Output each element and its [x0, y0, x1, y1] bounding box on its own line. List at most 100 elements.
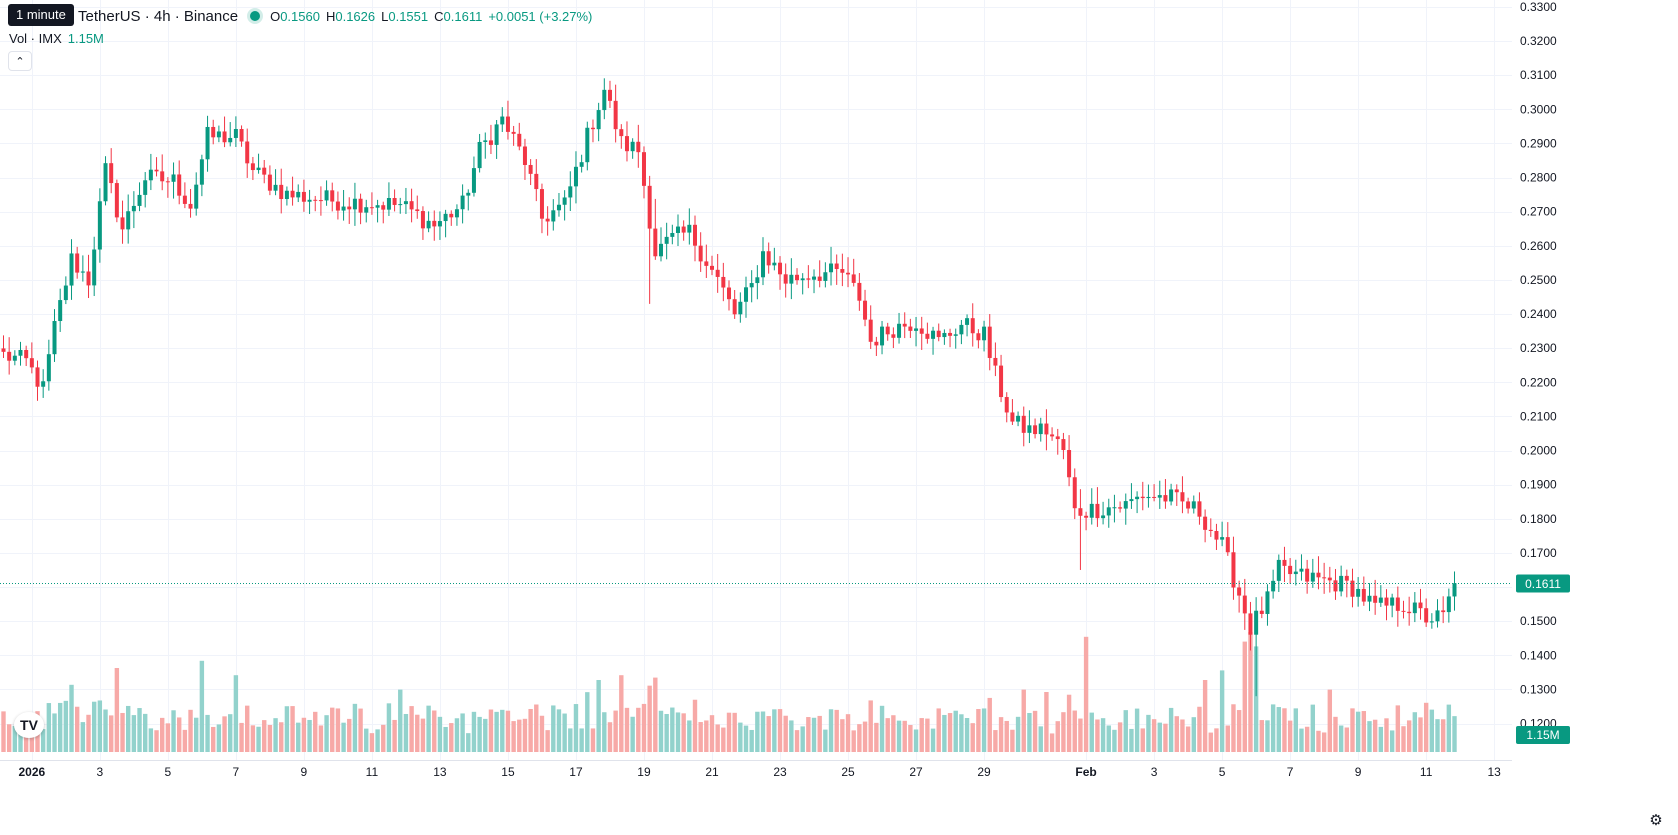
price-tick-label: 0.1400 — [1520, 648, 1557, 662]
candle-body — [556, 204, 561, 211]
price-axis-background — [1512, 0, 1678, 835]
gear-icon[interactable]: ⚙ — [1649, 812, 1663, 829]
candle-body — [415, 209, 420, 212]
volume-bar — [1259, 720, 1264, 752]
candle-body — [1435, 610, 1440, 622]
volume-bar — [1378, 726, 1384, 752]
volume-bar — [279, 722, 284, 752]
volume-bar — [216, 724, 222, 752]
candle-body — [1191, 501, 1196, 509]
candle-body — [1118, 507, 1123, 509]
candle-body — [1452, 583, 1457, 597]
tradingview-logo-icon[interactable]: TV — [14, 712, 44, 738]
candle-body — [528, 164, 533, 174]
volume-bar — [381, 724, 386, 752]
candle-body — [1214, 530, 1219, 540]
volume-bar — [1282, 708, 1287, 752]
volume-bar — [670, 707, 675, 752]
volume-bar — [330, 707, 335, 752]
volume-bar — [1066, 694, 1072, 752]
candle-body — [953, 334, 958, 336]
volume-bar — [1231, 704, 1236, 752]
candle-body — [1169, 489, 1174, 502]
candle-body — [494, 124, 499, 145]
candle-body — [568, 186, 573, 198]
candle-body — [386, 197, 391, 210]
candles — [1, 78, 1457, 697]
volume-bar — [1123, 710, 1128, 752]
candle-body — [1395, 597, 1400, 611]
candle-body — [517, 133, 522, 147]
candle-body — [596, 110, 601, 130]
candle-body — [1259, 610, 1264, 614]
volume-bar — [103, 709, 108, 752]
collapse-legend-button[interactable]: ⌃ — [8, 51, 32, 71]
candle-body — [710, 265, 714, 270]
candle-body — [1095, 503, 1100, 519]
volume-bar — [290, 706, 295, 752]
volume-bar — [1270, 704, 1276, 752]
volume-bar — [976, 709, 981, 752]
candle-body — [1174, 489, 1179, 493]
price-tick-label: 0.2900 — [1520, 136, 1557, 150]
price-tick-label: 0.1900 — [1520, 478, 1557, 492]
volume-bar — [6, 724, 12, 752]
candle-body — [970, 318, 975, 334]
time-axis[interactable]: 2026 3 5 7 9 11 13 15 17 19 21 23 25 27 29 Feb 3 5 7 9 11 13 — [0, 760, 1512, 780]
candle-body — [931, 330, 936, 339]
volume-bar — [409, 706, 414, 752]
candle-body — [885, 326, 890, 335]
candle-body — [188, 203, 193, 209]
volume-bar — [998, 717, 1004, 752]
volume-bar — [69, 684, 74, 752]
symbol-title[interactable]: TetherUS · 4h · Binance — [78, 7, 239, 25]
candle-body — [86, 271, 91, 286]
volume-bar — [91, 701, 97, 752]
candle-body — [959, 324, 964, 335]
volume-bar — [1078, 718, 1083, 752]
candle-body — [1231, 552, 1236, 588]
volume-bar — [1361, 711, 1367, 752]
volume-bar — [1248, 632, 1253, 752]
candle-body — [624, 136, 629, 152]
volume-bar — [1435, 719, 1440, 752]
time-tick-label: 13 — [433, 765, 447, 779]
candle-body — [369, 207, 374, 209]
candle-body — [18, 349, 23, 356]
grid-lines — [0, 0, 1512, 760]
volume-value-badge: 1.15M — [1526, 728, 1559, 742]
time-tick-label: 3 — [1151, 765, 1158, 779]
time-tick-label: 7 — [1287, 765, 1294, 779]
volume-bar — [1446, 704, 1452, 752]
candle-body — [1135, 496, 1140, 500]
volume-bar — [108, 715, 114, 752]
candle-body — [177, 174, 182, 196]
volume-bar — [1355, 711, 1361, 752]
time-tick-label: 29 — [977, 765, 991, 779]
volume-bar — [1055, 721, 1060, 752]
volume-bar — [857, 724, 862, 752]
volume-bar — [755, 711, 760, 752]
volume-bar — [1168, 707, 1174, 752]
volume-bar — [653, 677, 658, 752]
candle-body — [341, 206, 346, 211]
volume-bar — [222, 716, 227, 752]
volume-bar — [953, 710, 958, 752]
volume-bar — [1095, 719, 1100, 752]
volume-bar — [721, 727, 726, 752]
time-tick-label: 5 — [165, 765, 172, 779]
volume-bar — [500, 709, 505, 752]
volume-bar — [534, 704, 539, 752]
volume-bar — [1418, 717, 1423, 752]
volume-bar — [840, 719, 845, 752]
logo-text: TV — [20, 717, 38, 733]
volume-bar — [743, 725, 749, 752]
volume-bar — [460, 713, 465, 752]
volume-bar — [908, 724, 913, 752]
candle-body — [1282, 559, 1287, 566]
candle-body — [24, 349, 29, 359]
price-axis[interactable]: 0.12000.13000.14000.15000.16000.17000.18… — [1512, 0, 1678, 835]
candle-body — [908, 326, 913, 331]
